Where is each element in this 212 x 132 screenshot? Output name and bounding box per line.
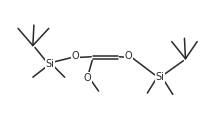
Text: O: O <box>83 73 91 83</box>
Text: Si: Si <box>156 72 165 82</box>
Text: Si: Si <box>45 59 54 69</box>
Text: O: O <box>124 51 132 61</box>
Text: O: O <box>71 51 79 61</box>
